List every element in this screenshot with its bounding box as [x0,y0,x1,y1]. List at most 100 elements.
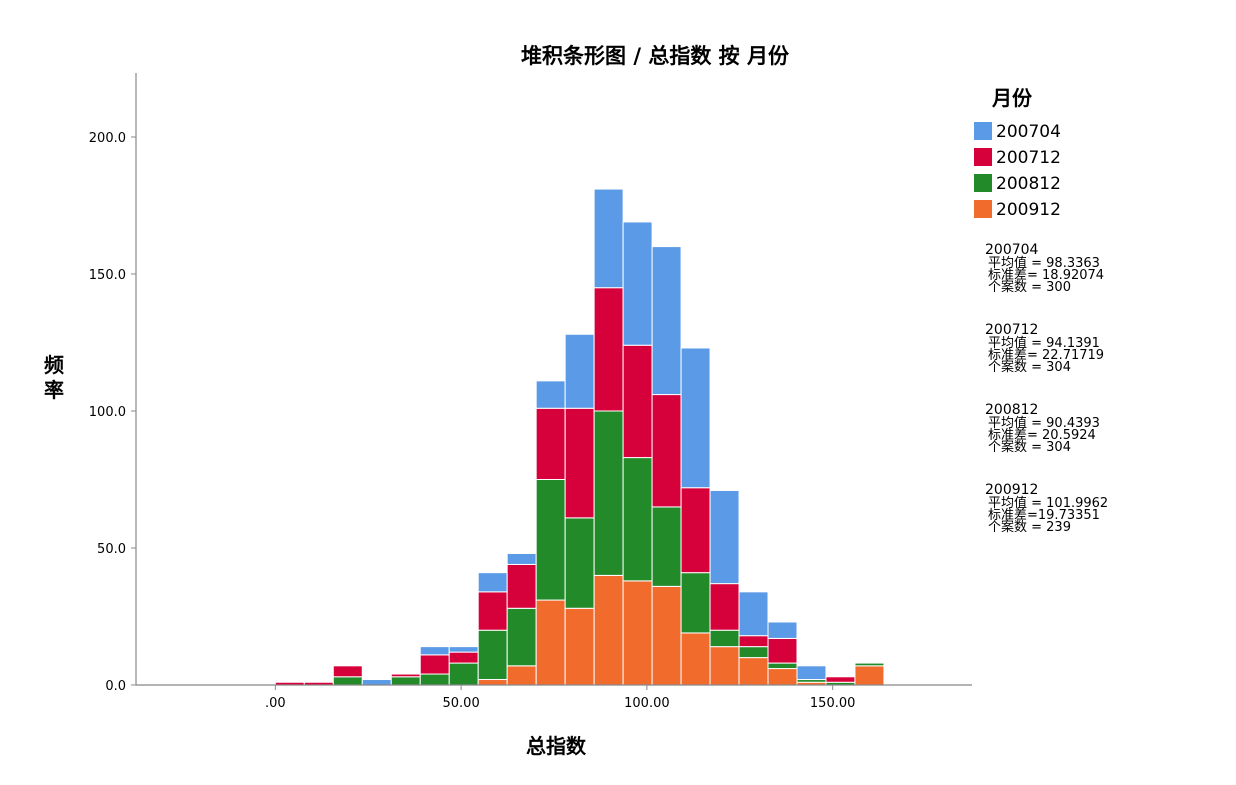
bar-segment-200712-bin-17 [738,635,769,648]
legend-swatch-200712 [974,148,992,166]
bar-segment-200704-bin-12 [593,188,624,289]
bar-segment-200912-bin-15 [680,632,711,686]
bar-segment-200712-bin-13 [622,344,653,459]
stats-line: 平均值 = 98.3363 [988,255,1100,271]
stats-line: 平均值 = 101.9962 [988,495,1108,511]
x-tick-label: 100.00 [624,696,670,711]
bar-segment-200812-bin-6 [419,673,450,686]
bar-segment-200704-bin-15 [680,347,711,489]
bar-segment-200812-bin-9 [506,607,537,667]
bar-segment-200712-bin-14 [651,394,682,508]
y-tick-label: 0.0 [105,679,126,694]
bar-segment-200712-bin-16 [709,583,740,631]
bar-segment-200912-bin-14 [651,585,682,686]
bar-segment-200912-bin-18 [767,668,798,686]
legend-label-200712: 200712 [996,148,1061,168]
bar-segment-200712-bin-8 [477,591,508,631]
y-tick-label: 100.0 [89,405,126,420]
bar-segment-200912-bin-17 [738,657,769,686]
bar-segment-200712-bin-10 [535,407,566,481]
bar-segment-200812-bin-15 [680,572,711,634]
bar-segment-200812-bin-12 [593,410,624,576]
stats-line: 平均值 = 90.4393 [988,415,1100,431]
bar-segment-200704-bin-4 [361,679,392,686]
legend: 月份 200704 200712 200812 200912 [974,86,1061,220]
legend-label-200704: 200704 [996,122,1061,142]
stats-line: 个案数 = 304 [988,360,1071,375]
bar-segment-200704-bin-9 [506,552,537,565]
bar-segment-200812-bin-3 [332,676,363,686]
legend-swatch-200912 [974,200,992,218]
bar-segment-200712-bin-12 [593,287,624,412]
x-tick-label: 50.00 [443,696,480,711]
bar-segment-200812-bin-21 [854,662,885,667]
y-tick-label: 50.0 [97,542,126,557]
stats-group-200704: 200704 [985,242,1039,258]
bar-segment-200812-bin-13 [622,457,653,582]
bar-segment-200812-bin-7 [448,662,479,686]
legend-title: 月份 [991,86,1033,110]
bar-segment-200912-bin-12 [593,574,624,686]
bar-segment-200912-bin-21 [854,665,885,686]
x-tick-label: 150.00 [810,696,856,711]
bar-segment-200704-bin-10 [535,380,566,409]
bar-segment-200812-bin-17 [738,646,769,659]
stats-line: 个案数 = 239 [988,520,1071,535]
x-ticks-group: .00 50.00 100.00 150.00 [265,685,855,711]
bar-segment-200912-bin-16 [709,646,740,686]
bar-segment-200812-bin-5 [390,676,421,686]
bar-segment-200712-bin-18 [767,637,798,664]
stats-line: 个案数 = 304 [988,440,1071,455]
bar-segment-200704-bin-17 [738,591,769,637]
bar-segment-200812-bin-8 [477,629,508,681]
bar-segment-200704-bin-6 [419,646,450,656]
bar-segment-200912-bin-10 [535,599,566,686]
bar-segment-200712-bin-6 [419,654,450,675]
stats-line: 个案数 = 300 [988,280,1071,295]
stats-line: 标准差=19.73351 [988,508,1100,523]
legend-label-200812: 200812 [996,174,1061,194]
bar-segment-200912-bin-11 [564,607,595,686]
bar-segment-200704-bin-11 [564,333,595,409]
bar-segment-200704-bin-19 [796,665,827,681]
stats-line: 标准差= 18.92074 [988,268,1104,283]
stats-group-200812: 200812 [985,402,1038,418]
y-axis-title-char-1: 频 [44,353,64,377]
bar-segment-200704-bin-7 [448,646,479,653]
bar-segment-200912-bin-13 [622,580,653,686]
bar-segment-200704-bin-18 [767,621,798,639]
x-tick-label: .00 [265,696,286,711]
bars-group [274,188,885,686]
bar-segment-200912-bin-8 [477,679,508,686]
plot-area: 0.0 50.0 100.0 150.0 200.0 .00 50.00 100.00 150… [89,73,972,711]
bar-segment-200812-bin-10 [535,479,566,601]
y-tick-label: 150.0 [89,268,126,283]
stats-line: 标准差= 20.5924 [988,428,1096,443]
bar-segment-200712-bin-9 [506,563,537,609]
bar-segment-200812-bin-14 [651,506,682,587]
bar-segment-200812-bin-18 [767,662,798,670]
bar-segment-200704-bin-13 [622,221,653,346]
chart-title: 堆积条形图 / 总指数 按 月份 [521,44,790,68]
bar-segment-200712-bin-20 [825,676,856,683]
stats-group-200912: 200912 [985,482,1038,498]
bar-segment-200704-bin-14 [651,246,682,396]
bar-segment-200712-bin-3 [332,665,363,678]
bar-segment-200712-bin-5 [390,673,421,678]
y-ticks-group: 0.0 50.0 100.0 150.0 200.0 [89,131,136,694]
bar-segment-200712-bin-15 [680,487,711,574]
bar-segment-200712-bin-11 [564,407,595,519]
y-axis-title-char-2: 率 [44,378,64,402]
bar-segment-200704-bin-8 [477,572,508,593]
stats-group-200712: 200712 [985,322,1038,338]
stats-line: 标准差= 22.71719 [988,348,1104,363]
legend-label-200912: 200912 [996,200,1061,220]
legend-items: 200704 200712 200812 200912 [974,122,1061,220]
legend-swatch-200812 [974,174,992,192]
bar-segment-200812-bin-11 [564,517,595,609]
bar-segment-200812-bin-16 [709,629,740,648]
stats-line: 平均值 = 94.1391 [988,335,1100,351]
bar-segment-200704-bin-16 [709,489,740,585]
